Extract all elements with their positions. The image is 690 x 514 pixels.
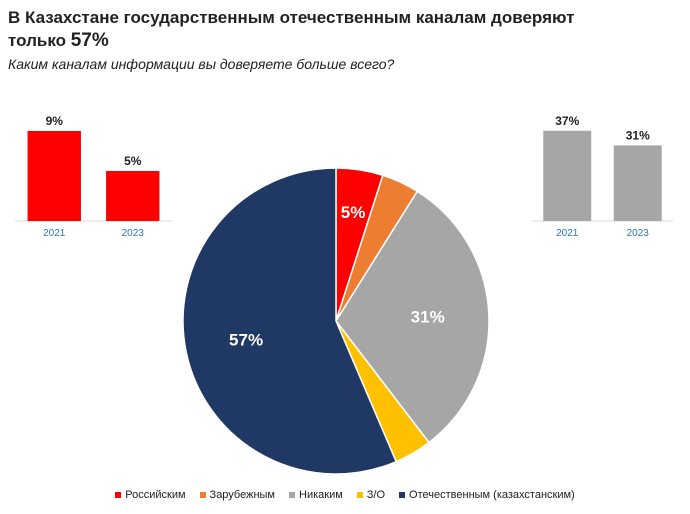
legend-label: З/О <box>366 489 386 501</box>
legend-label: Зарубежным <box>209 489 275 501</box>
bar-left-2023 <box>106 171 160 221</box>
legend-item: Никаким <box>289 489 343 501</box>
bar-value-label: 37% <box>555 114 579 128</box>
bar-left-2021 <box>27 131 81 221</box>
bar-category-label: 2021 <box>556 228 579 239</box>
chart-subtitle: Каким каналам информации вы доверяете бо… <box>8 56 395 72</box>
legend-swatch <box>115 492 122 498</box>
pie-value-label: 5% <box>341 203 366 222</box>
legend-item: Отечественным (казахстанским) <box>399 489 575 501</box>
bar-value-label: 9% <box>46 114 64 128</box>
title-highlight-value: 57% <box>70 30 109 51</box>
bar-right-2023 <box>613 145 662 221</box>
bar-category-label: 2023 <box>122 228 145 239</box>
legend-swatch <box>289 492 295 498</box>
legend-label: Российским <box>125 489 186 501</box>
legend-label: Никаким <box>299 489 343 501</box>
legend-label: Отечественным (казахстанским) <box>409 489 575 501</box>
pie-slice-3 <box>335 190 490 444</box>
legend-item: Зарубежным <box>199 489 275 501</box>
bar-value-label: 5% <box>124 154 142 168</box>
legend-swatch <box>199 492 206 498</box>
title-line-1: В Казахстане государственным отечественн… <box>8 8 575 27</box>
bar-category-label: 2021 <box>43 228 66 239</box>
title-line-2-prefix: только <box>8 31 71 50</box>
pie-legend: Российским Зарубежным Никаким З/О Отечествен… <box>0 489 690 501</box>
legend-item: З/О <box>356 489 386 501</box>
legend-swatch <box>356 492 363 498</box>
pie-value-label: 31% <box>411 308 445 327</box>
bar-right-2021 <box>543 130 592 221</box>
legend-swatch <box>399 492 406 498</box>
chart-title: В Казахстане государственным отечественн… <box>8 6 648 52</box>
pie-slice-5 <box>182 167 398 475</box>
legend-item: Российским <box>115 489 186 501</box>
pie-value-label: 57% <box>229 330 263 349</box>
bar-category-label: 2023 <box>627 228 650 239</box>
bar-value-label: 31% <box>626 128 650 142</box>
